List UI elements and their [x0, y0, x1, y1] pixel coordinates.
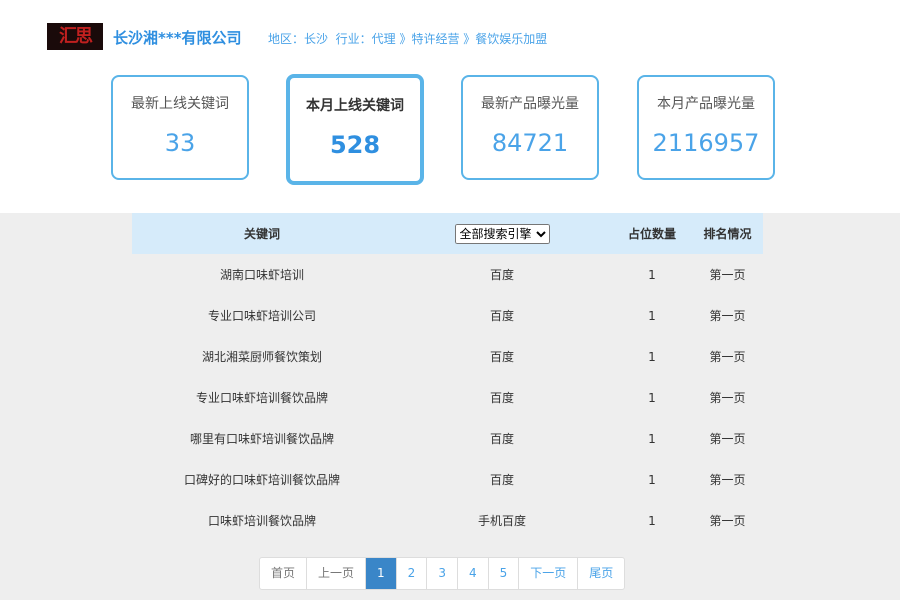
cell-count: 1: [648, 349, 656, 364]
page-1-button[interactable]: 1: [366, 558, 397, 589]
stat-value: 528: [329, 131, 381, 159]
table-row: 专业口味虾培训公司 百度 1 第一页: [132, 295, 763, 336]
company-name: 长沙湘***有限公司: [113, 29, 242, 47]
cell-rank: 第一页: [709, 309, 746, 323]
cell-keyword: 专业口味虾培训公司: [207, 309, 316, 323]
next-page-button[interactable]: 下一页: [519, 558, 579, 589]
company-meta: 地区：长沙 行业：代理 》特许经营 》餐饮娱乐加盟: [268, 30, 547, 47]
cell-engine: 百度: [489, 432, 514, 446]
page-4-button[interactable]: 4: [458, 558, 489, 589]
cell-rank: 第一页: [709, 514, 746, 528]
industry: 行业：代理 》特许经营 》餐饮娱乐加盟: [335, 32, 548, 46]
stat-value: 33: [164, 129, 196, 157]
cell-rank: 第一页: [709, 350, 746, 364]
stat-label: 最新上线关键词: [131, 96, 229, 112]
table-row: 口碑好的口味虾培训餐饮品牌 百度 1 第一页: [132, 459, 763, 500]
cell-count: 1: [648, 267, 656, 282]
stat-label: 本月上线关键词: [306, 98, 404, 114]
cell-count: 1: [648, 513, 656, 528]
cell-count: 1: [648, 431, 656, 446]
stat-card-latest-keywords[interactable]: 最新上线关键词 33: [111, 75, 249, 180]
stat-value: 84721: [491, 129, 569, 157]
page-5-button[interactable]: 5: [489, 558, 520, 589]
table-row: 湖南口味虾培训 百度 1 第一页: [132, 254, 763, 295]
table-row: 专业口味虾培训餐饮品牌 百度 1 第一页: [132, 377, 763, 418]
cell-engine: 百度: [489, 391, 514, 405]
cell-rank: 第一页: [709, 268, 746, 282]
col-rank: 排名情况: [692, 213, 763, 254]
engine-select[interactable]: 全部搜索引擎: [454, 223, 550, 244]
table-row: 湖北湘菜厨师餐饮策划 百度 1 第一页: [132, 336, 763, 377]
prev-page-button[interactable]: 上一页: [307, 558, 367, 589]
stat-value: 2116957: [652, 129, 760, 157]
last-page-button[interactable]: 尾页: [589, 566, 614, 580]
cell-rank: 第一页: [709, 432, 746, 446]
cell-engine: 百度: [489, 350, 514, 364]
cell-engine: 百度: [489, 473, 514, 487]
stat-label: 最新产品曝光量: [481, 96, 579, 112]
keyword-section: 关键词 全部搜索引擎 占位数量 排名情况 湖南口味虾培训 百度 1 第一页 专业口味虾培…: [0, 213, 900, 600]
cell-engine: 百度: [489, 309, 514, 323]
stat-label: 本月产品曝光量: [657, 96, 755, 112]
cell-rank: 第一页: [709, 391, 746, 405]
table-row: 口味虾培训餐饮品牌 手机百度 1 第一页: [132, 500, 763, 541]
cell-count: 1: [648, 390, 656, 405]
cell-keyword: 湖北湘菜厨师餐饮策划: [201, 350, 322, 364]
table-row: 哪里有口味虾培训餐饮品牌 百度 1 第一页: [132, 418, 763, 459]
header-section: 汇思 长沙湘***有限公司 地区：长沙 行业：代理 》特许经营 》餐饮娱乐加盟 …: [0, 0, 900, 213]
page-3-button[interactable]: 3: [427, 558, 458, 589]
col-count: 占位数量: [612, 213, 692, 254]
cell-engine: 手机百度: [477, 514, 526, 528]
cell-keyword: 专业口味虾培训餐饮品牌: [195, 391, 328, 405]
keyword-table: 关键词 全部搜索引擎 占位数量 排名情况 湖南口味虾培训 百度 1 第一页 专业口味虾培…: [132, 213, 763, 541]
stat-card-month-keywords[interactable]: 本月上线关键词 528: [286, 74, 424, 185]
cell-count: 1: [648, 308, 656, 323]
cell-engine: 百度: [489, 268, 514, 282]
first-page-button[interactable]: 首页: [260, 558, 308, 589]
pagination: 首页 上一页 1 2 3 4 5 下一页 尾页: [259, 557, 626, 590]
company-logo: 汇思: [47, 23, 103, 50]
cell-rank: 第一页: [709, 473, 746, 487]
cell-count: 1: [648, 472, 656, 487]
cell-keyword: 口碑好的口味虾培训餐饮品牌: [183, 473, 340, 487]
cell-keyword: 哪里有口味虾培训餐饮品牌: [189, 432, 334, 446]
cell-keyword: 口味虾培训餐饮品牌: [207, 514, 316, 528]
col-engine: 全部搜索引擎: [392, 213, 612, 254]
cell-keyword: 湖南口味虾培训: [219, 268, 304, 282]
stat-card-month-exposure[interactable]: 本月产品曝光量 2116957: [637, 75, 775, 180]
stat-card-latest-exposure[interactable]: 最新产品曝光量 84721: [461, 75, 599, 180]
page-2-button[interactable]: 2: [397, 558, 428, 589]
col-keyword: 关键词: [132, 213, 392, 254]
region: 地区：长沙: [268, 32, 329, 46]
